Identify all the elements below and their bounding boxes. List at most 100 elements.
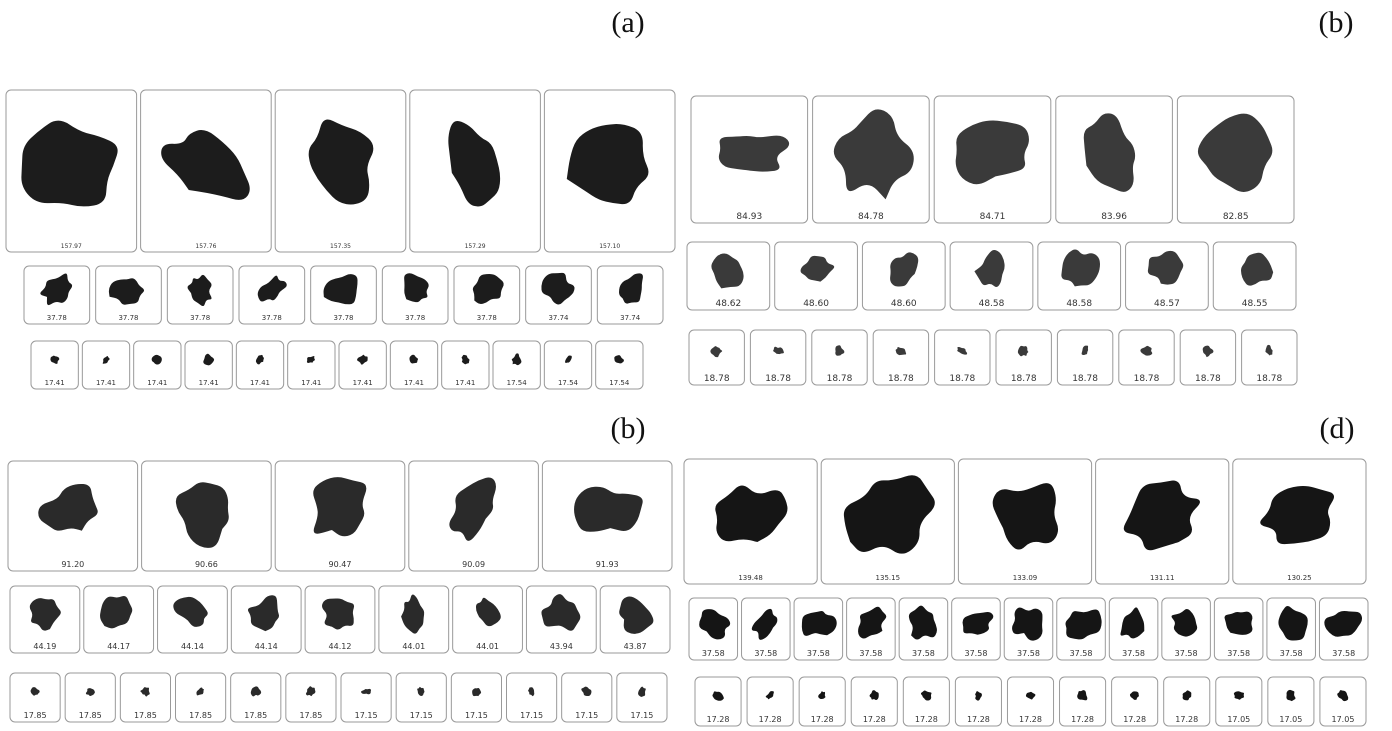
tile-label: 157.29 xyxy=(465,243,486,250)
particle-tile: 17.54 xyxy=(596,341,643,389)
tile-label: 37.58 xyxy=(1122,649,1145,658)
tile-label: 157.10 xyxy=(599,243,620,250)
particle-tile: 37.58 xyxy=(689,598,738,660)
tile-label: 37.78 xyxy=(190,314,210,322)
tile-label: 133.09 xyxy=(1013,574,1038,582)
particle-tile: 37.78 xyxy=(24,266,90,324)
tile-label: 37.58 xyxy=(1332,649,1355,658)
particle-tile: 37.58 xyxy=(952,598,1001,660)
particle-tile: 17.28 xyxy=(903,677,949,726)
particle-tile: 17.54 xyxy=(493,341,540,389)
tile-label: 84.93 xyxy=(736,212,762,222)
particle-tile: 17.54 xyxy=(544,341,591,389)
particle-tile: 48.60 xyxy=(775,242,858,310)
tile-label: 37.58 xyxy=(859,649,882,658)
particle-tile: 43.94 xyxy=(526,586,596,653)
tile-label: 18.78 xyxy=(827,374,853,384)
tile-label: 37.78 xyxy=(262,314,282,322)
tile-label: 18.78 xyxy=(765,374,791,384)
particle-tile: 157.76 xyxy=(141,90,272,252)
panel-label: (b) xyxy=(611,412,646,445)
particle-tile: 17.85 xyxy=(120,673,170,722)
tile-label: 91.20 xyxy=(61,560,84,569)
tile-label: 48.58 xyxy=(1066,299,1092,309)
particle-tile: 18.78 xyxy=(1180,330,1235,385)
panel-label: (b) xyxy=(1319,6,1354,39)
particle xyxy=(719,136,789,172)
particle-tile: 17.41 xyxy=(185,341,232,389)
particle-tile: 17.41 xyxy=(134,341,181,389)
tile-label: 37.78 xyxy=(118,314,138,322)
particle-tile: 37.58 xyxy=(1214,598,1263,660)
particle-tile: 17.41 xyxy=(82,341,129,389)
tile-label: 84.78 xyxy=(858,212,884,222)
particle-tile: 17.05 xyxy=(1268,677,1314,726)
particle-tile: 17.41 xyxy=(339,341,386,389)
particle-tile: 84.78 xyxy=(813,96,930,223)
tile-label: 48.58 xyxy=(979,299,1005,309)
tile-label: 17.54 xyxy=(609,379,630,387)
tile-label: 18.78 xyxy=(1134,374,1160,384)
particle-tile: 48.55 xyxy=(1213,242,1296,310)
tile-label: 17.54 xyxy=(558,379,579,387)
particle-tile: 44.19 xyxy=(10,586,80,653)
tile-label: 17.41 xyxy=(96,379,116,387)
tile-label: 37.58 xyxy=(1175,649,1198,658)
figure: (a) 157.97157.76 157.35 157.29 157.10 37.78 37… xyxy=(0,0,1392,731)
particle-tile: 91.93 xyxy=(542,461,672,571)
particle-tile: 17.85 xyxy=(286,673,336,722)
particle-tile: 17.28 xyxy=(851,677,897,726)
tile-label: 37.58 xyxy=(1070,649,1093,658)
tile-label: 17.85 xyxy=(134,711,157,720)
tile-label: 17.85 xyxy=(244,711,267,720)
particle-tile: 17.41 xyxy=(236,341,283,389)
tile-label: 17.41 xyxy=(353,379,373,387)
tile-label: 17.05 xyxy=(1279,715,1302,724)
particle-tile: 48.62 xyxy=(687,242,770,310)
particle-tile: 37.58 xyxy=(1057,598,1106,660)
particle-tile: 37.78 xyxy=(311,266,377,324)
tile-label: 17.85 xyxy=(24,711,47,720)
tile-label: 18.78 xyxy=(1256,374,1282,384)
particle-tile: 17.28 xyxy=(747,677,793,726)
particle-tile: 157.97 xyxy=(6,90,137,252)
particle-tile: 17.41 xyxy=(442,341,489,389)
particle-tile: 18.78 xyxy=(689,330,744,385)
particle-tile: 44.14 xyxy=(231,586,301,653)
particle-tile: 37.74 xyxy=(526,266,592,324)
tile-label: 130.25 xyxy=(1287,574,1312,582)
particle-tile: 131.11 xyxy=(1096,459,1229,584)
tile-label: 18.78 xyxy=(1072,374,1098,384)
tile-label: 37.58 xyxy=(1017,649,1040,658)
particle-tile: 17.15 xyxy=(562,673,612,722)
tile-label: 17.41 xyxy=(147,379,167,387)
tile-label: 48.60 xyxy=(891,299,917,309)
particle-tile: 44.01 xyxy=(379,586,449,653)
panel: (a) 157.97157.76 157.35 157.29 157.10 37.78 37… xyxy=(6,6,675,389)
tile-label: 37.58 xyxy=(1280,649,1303,658)
tile-label: 17.15 xyxy=(575,711,598,720)
particle xyxy=(1286,690,1295,701)
tile-label: 43.94 xyxy=(550,642,573,651)
tile-label: 17.28 xyxy=(915,715,938,724)
tile-label: 135.15 xyxy=(876,574,901,582)
tile-label: 157.35 xyxy=(330,243,351,250)
tile-label: 84.71 xyxy=(980,212,1006,222)
tile-label: 37.58 xyxy=(965,649,988,658)
particle-tile: 17.41 xyxy=(390,341,437,389)
tile-label: 17.15 xyxy=(355,711,378,720)
tile-label: 44.01 xyxy=(476,642,499,651)
particle-tile: 48.58 xyxy=(950,242,1033,310)
tile-label: 17.15 xyxy=(520,711,543,720)
panel-label: (a) xyxy=(611,6,644,39)
tile-label: 17.28 xyxy=(707,715,730,724)
particle-tile: 17.28 xyxy=(1112,677,1158,726)
tile-label: 17.28 xyxy=(1175,715,1198,724)
tile-label: 90.47 xyxy=(329,560,352,569)
tile-label: 17.41 xyxy=(250,379,270,387)
particle-tile: 44.12 xyxy=(305,586,375,653)
particle-tile: 37.58 xyxy=(794,598,843,660)
tile-label: 44.01 xyxy=(402,642,425,651)
particle-tile: 90.47 xyxy=(275,461,405,571)
